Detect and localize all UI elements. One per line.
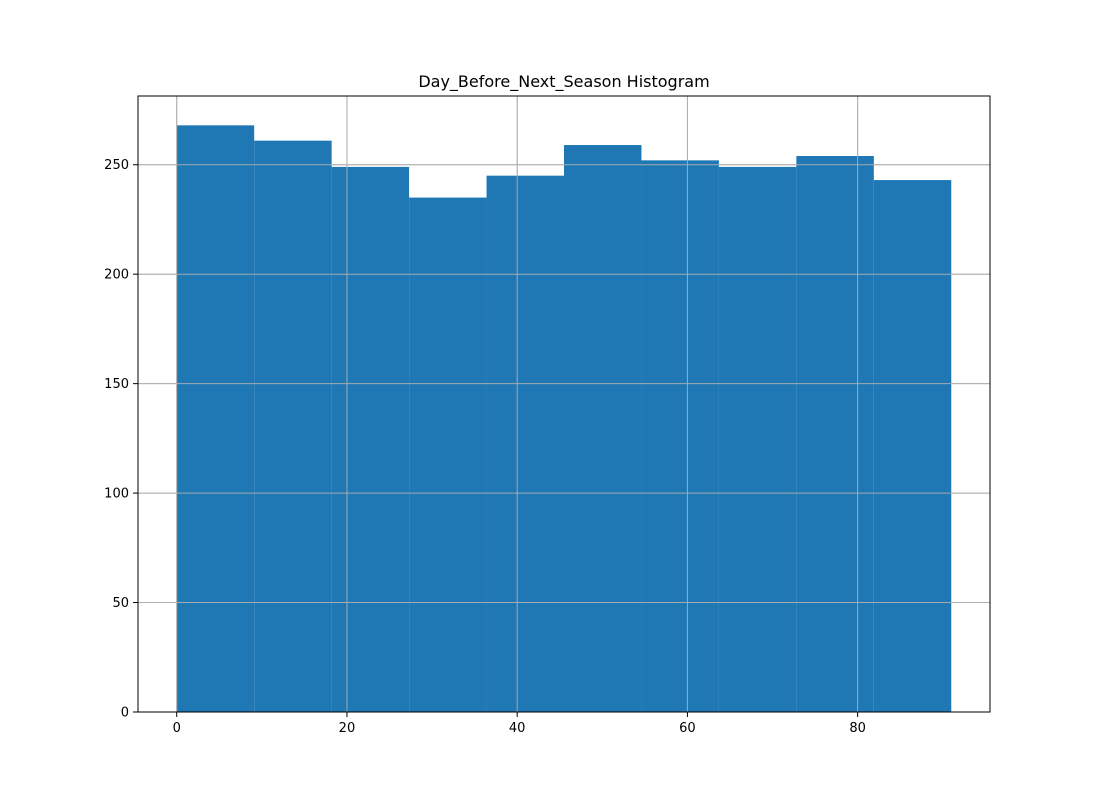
- x-ticks: 0 20 40 60 80: [173, 712, 866, 736]
- y-tick-label: 100: [104, 487, 129, 502]
- histogram-bar-5: [564, 145, 642, 713]
- x-tick-label: 0: [173, 721, 181, 736]
- x-tick-label: 80: [849, 721, 866, 736]
- histogram-bar-7: [718, 166, 797, 713]
- x-tick-label: 60: [679, 721, 696, 736]
- histogram-bar-3: [409, 197, 487, 712]
- x-tick-label: 20: [339, 721, 356, 736]
- bars-layer: [138, 96, 990, 713]
- y-tick-label: 250: [104, 158, 129, 173]
- histogram-bar-6: [641, 160, 719, 712]
- y-tick-label: 0: [121, 706, 129, 721]
- axes-frame: [137, 95, 991, 713]
- y-tick-label: 200: [104, 268, 129, 283]
- x-tick-label: 40: [509, 721, 526, 736]
- histogram-bar-1: [254, 140, 332, 712]
- y-tick-label: 150: [104, 377, 129, 392]
- y-ticks: 0 50 100 150 200 250: [104, 158, 138, 721]
- histogram-bar-9: [873, 180, 952, 713]
- histogram-bar-0: [176, 125, 255, 713]
- histogram-bar-2: [331, 166, 410, 713]
- histogram-bar-8: [796, 155, 874, 712]
- histogram-bar-4: [486, 175, 564, 713]
- chart-title: Day_Before_Next_Season Histogram: [418, 72, 709, 92]
- y-tick-label: 50: [112, 596, 129, 611]
